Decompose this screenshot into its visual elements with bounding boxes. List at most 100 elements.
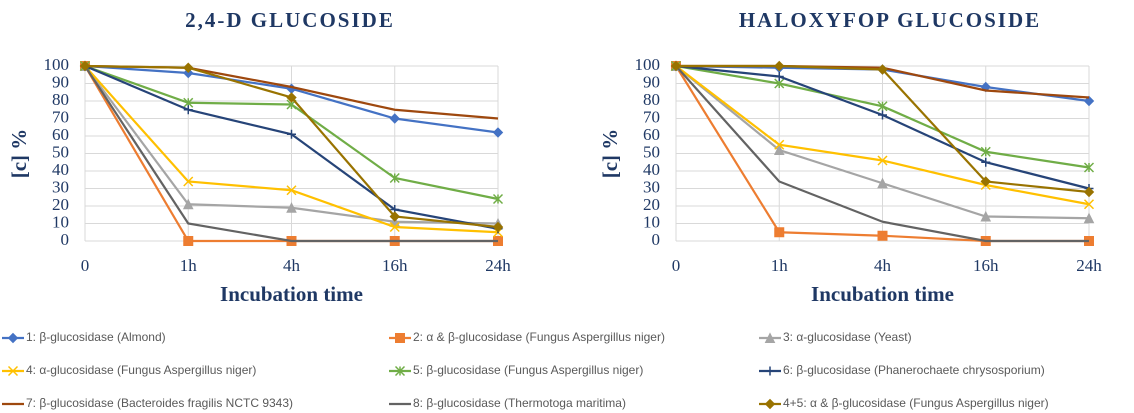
marker bbox=[389, 211, 400, 222]
y-tick-label: 30 bbox=[643, 177, 660, 196]
y-tick-label: 50 bbox=[643, 142, 660, 161]
legend-item: 4: α-glucosidase (Fungus Aspergillus nig… bbox=[2, 363, 256, 377]
x-tick-label: 24h bbox=[1076, 256, 1102, 275]
y-tick-label: 100 bbox=[44, 55, 70, 74]
marker bbox=[79, 60, 91, 72]
legend-label: 6: β-glucosidase (Phanerochaete chrysosp… bbox=[783, 363, 1045, 377]
y-tick-label: 60 bbox=[643, 125, 660, 144]
x-tick-label: 1h bbox=[180, 256, 198, 275]
legend-label: 5: β-glucosidase (Fungus Aspergillus nig… bbox=[413, 363, 643, 377]
y-tick-label: 0 bbox=[652, 230, 661, 249]
marker bbox=[286, 185, 297, 196]
y-tick-label: 70 bbox=[52, 107, 69, 126]
legend-item: 5: β-glucosidase (Fungus Aspergillus nig… bbox=[389, 363, 643, 377]
chart: HALOXYFOP GLUCOSIDE [c] % Incubation time 0… bbox=[598, 8, 1102, 306]
marker bbox=[183, 105, 193, 115]
y-tick-label: 100 bbox=[635, 55, 661, 74]
series-line bbox=[84, 65, 498, 243]
legend-item: 3: α-glucosidase (Yeast) bbox=[759, 330, 912, 344]
legend-label: 4+5: α & β-glucosidase (Fungus Aspergill… bbox=[783, 396, 1049, 410]
marker bbox=[773, 144, 785, 155]
y-tick-label: 80 bbox=[52, 90, 69, 109]
x-axis-label: Incubation time bbox=[220, 282, 363, 306]
marker bbox=[7, 365, 19, 377]
marker bbox=[774, 60, 785, 72]
marker bbox=[765, 366, 775, 376]
marker bbox=[183, 176, 194, 187]
marker bbox=[774, 139, 785, 150]
y-tick-label: 90 bbox=[643, 72, 660, 91]
legend-label: 4: α-glucosidase (Fungus Aspergillus nig… bbox=[26, 363, 256, 377]
marker bbox=[980, 176, 991, 187]
marker bbox=[877, 101, 888, 112]
marker bbox=[774, 227, 785, 238]
legend-label: 1: β-glucosidase (Almond) bbox=[26, 330, 166, 344]
x-tick-label: 4h bbox=[874, 256, 892, 275]
y-tick-label: 10 bbox=[52, 212, 69, 231]
x-tick-label: 0 bbox=[672, 256, 681, 275]
marker bbox=[1083, 162, 1095, 173]
marker bbox=[877, 177, 888, 189]
marker bbox=[287, 129, 296, 139]
y-tick-label: 70 bbox=[643, 107, 660, 126]
chart-title: HALOXYFOP GLUCOSIDE bbox=[739, 8, 1041, 32]
legend-item: 4+5: α & β-glucosidase (Fungus Aspergill… bbox=[759, 396, 1049, 410]
marker bbox=[877, 230, 888, 241]
y-tick-label: 0 bbox=[61, 230, 70, 249]
marker bbox=[670, 60, 682, 72]
y-tick-label: 10 bbox=[643, 212, 660, 231]
marker bbox=[1083, 199, 1095, 210]
marker bbox=[877, 64, 888, 75]
x-axis-label: Incubation time bbox=[811, 282, 954, 306]
y-tick-label: 80 bbox=[643, 90, 660, 109]
y-tick-label: 30 bbox=[52, 177, 69, 196]
marker bbox=[395, 333, 405, 343]
legend-item: 8: β-glucosidase (Thermotoga maritima) bbox=[389, 396, 626, 410]
y-axis-label: [c] % bbox=[7, 129, 31, 179]
marker bbox=[7, 332, 19, 344]
marker bbox=[389, 221, 400, 233]
y-tick-label: 20 bbox=[643, 195, 660, 214]
marker bbox=[980, 146, 991, 157]
legend-item: 2: α & β-glucosidase (Fungus Aspergillus… bbox=[389, 330, 665, 344]
y-tick-label: 60 bbox=[52, 125, 69, 144]
legend-item: 7: β-glucosidase (Bacteroides fragilis N… bbox=[2, 396, 293, 410]
marker bbox=[492, 221, 504, 233]
y-tick-label: 20 bbox=[52, 195, 69, 214]
series-line bbox=[675, 65, 1089, 243]
marker bbox=[389, 172, 400, 184]
legend-label: 8: β-glucosidase (Thermotoga maritima) bbox=[413, 396, 626, 410]
y-axis-label: [c] % bbox=[598, 129, 622, 179]
marker bbox=[1083, 212, 1095, 224]
marker bbox=[286, 202, 297, 213]
marker bbox=[394, 365, 406, 377]
marker bbox=[1083, 186, 1095, 198]
y-tick-label: 40 bbox=[52, 160, 69, 179]
x-tick-label: 24h bbox=[485, 256, 511, 275]
marker bbox=[286, 92, 297, 103]
marker bbox=[877, 155, 888, 166]
x-tick-label: 16h bbox=[973, 256, 999, 275]
marker bbox=[764, 332, 776, 343]
legend-item: 1: β-glucosidase (Almond) bbox=[2, 330, 166, 344]
marker bbox=[878, 110, 887, 120]
marker bbox=[183, 62, 194, 73]
marker bbox=[774, 72, 784, 81]
legend-label: 3: α-glucosidase (Yeast) bbox=[783, 330, 912, 344]
x-tick-label: 4h bbox=[283, 256, 301, 275]
marker bbox=[492, 127, 504, 138]
marker bbox=[764, 398, 776, 410]
x-tick-label: 0 bbox=[81, 256, 90, 275]
marker bbox=[1083, 95, 1095, 107]
x-tick-label: 16h bbox=[382, 256, 408, 275]
marker bbox=[182, 198, 194, 210]
marker bbox=[981, 157, 991, 167]
marker bbox=[389, 113, 400, 124]
legend-item: 6: β-glucosidase (Phanerochaete chrysosp… bbox=[759, 363, 1045, 377]
x-tick-label: 1h bbox=[771, 256, 789, 275]
y-tick-label: 90 bbox=[52, 72, 69, 91]
legend-label: 7: β-glucosidase (Bacteroides fragilis N… bbox=[26, 396, 293, 410]
marker bbox=[980, 210, 992, 222]
marker bbox=[183, 236, 194, 246]
